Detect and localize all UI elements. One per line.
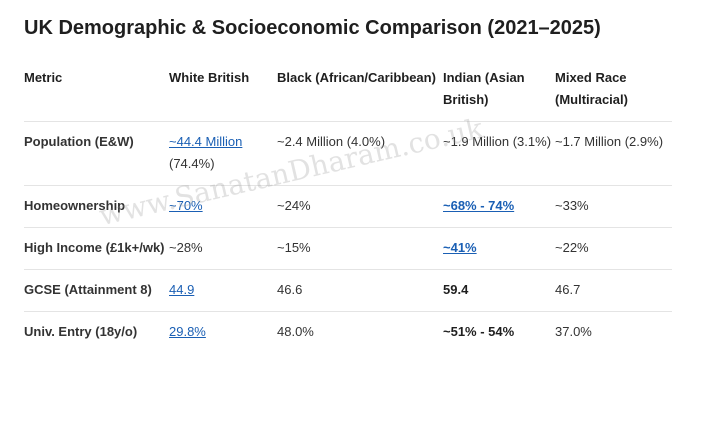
metric-cell: High Income (£1k+/wk) — [24, 227, 169, 270]
white-british-cell: ~44.4 Million (74.4%) — [169, 121, 277, 186]
population-link[interactable]: ~44.4 Million — [169, 134, 243, 149]
gcse-link[interactable]: 44.9 — [169, 282, 195, 297]
univ-entry-link[interactable]: 29.8% — [169, 324, 206, 339]
table-row: High Income (£1k+/wk) ~28% ~15% ~41% ~22… — [24, 227, 672, 270]
white-british-cell: ~28% — [169, 227, 277, 270]
indian-cell: ~1.9 Million (3.1%) — [443, 121, 555, 186]
header-mixed-race: Mixed Race (Multiracial) — [555, 58, 672, 122]
comparison-table: Metric White British Black (African/Cari… — [24, 58, 672, 353]
black-cell: ~15% — [277, 227, 443, 270]
indian-homeownership-link[interactable]: ~68% - 74% — [443, 198, 515, 213]
black-cell: 48.0% — [277, 324, 314, 339]
metric-cell: GCSE (Attainment 8) — [24, 269, 169, 312]
white-british-cell: 29.8% — [169, 312, 277, 354]
indian-cell: ~68% - 74% — [443, 185, 555, 228]
metric-cell: Univ. Entry (18y/o) — [24, 324, 138, 339]
white-british-cell: ~70% — [169, 185, 277, 228]
black-cell: ~2.4 Million (4.0%) — [277, 121, 443, 186]
indian-cell: ~51% - 54% — [443, 324, 515, 339]
white-british-cell: 44.9 — [169, 269, 277, 312]
table-row: GCSE (Attainment 8) 44.9 46.6 59.4 46.7 — [24, 269, 672, 312]
table-header-row: Metric White British Black (African/Cari… — [24, 58, 672, 122]
table-row: Univ. Entry (18y/o) 29.8% 48.0% ~51% - 5… — [24, 312, 672, 354]
homeownership-link[interactable]: ~70% — [169, 198, 203, 213]
mixed-race-cell: ~22% — [555, 227, 672, 270]
header-white-british: White British — [169, 58, 277, 122]
indian-cell: ~41% — [443, 227, 555, 270]
header-black: Black (African/Caribbean) — [277, 58, 443, 122]
header-metric: Metric — [24, 58, 169, 122]
metric-cell: Population (E&W) — [24, 121, 169, 186]
page-title: UK Demographic & Socioeconomic Compariso… — [24, 17, 601, 39]
indian-cell: 59.4 — [443, 269, 555, 312]
black-cell: ~24% — [277, 185, 443, 228]
header-indian: Indian (Asian British) — [443, 58, 555, 122]
mixed-race-cell: 46.7 — [555, 269, 672, 312]
black-cell: 46.6 — [277, 269, 443, 312]
table-row: Population (E&W) ~44.4 Million (74.4%) ~… — [24, 121, 672, 186]
table-row: Homeownership ~70% ~24% ~68% - 74% ~33% — [24, 185, 672, 228]
population-percent: (74.4%) — [169, 156, 215, 171]
mixed-race-cell: 37.0% — [555, 324, 592, 339]
indian-income-link[interactable]: ~41% — [443, 240, 477, 255]
metric-cell: Homeownership — [24, 185, 169, 228]
mixed-race-cell: ~33% — [555, 185, 672, 228]
mixed-race-cell: ~1.7 Million (2.9%) — [555, 121, 672, 186]
